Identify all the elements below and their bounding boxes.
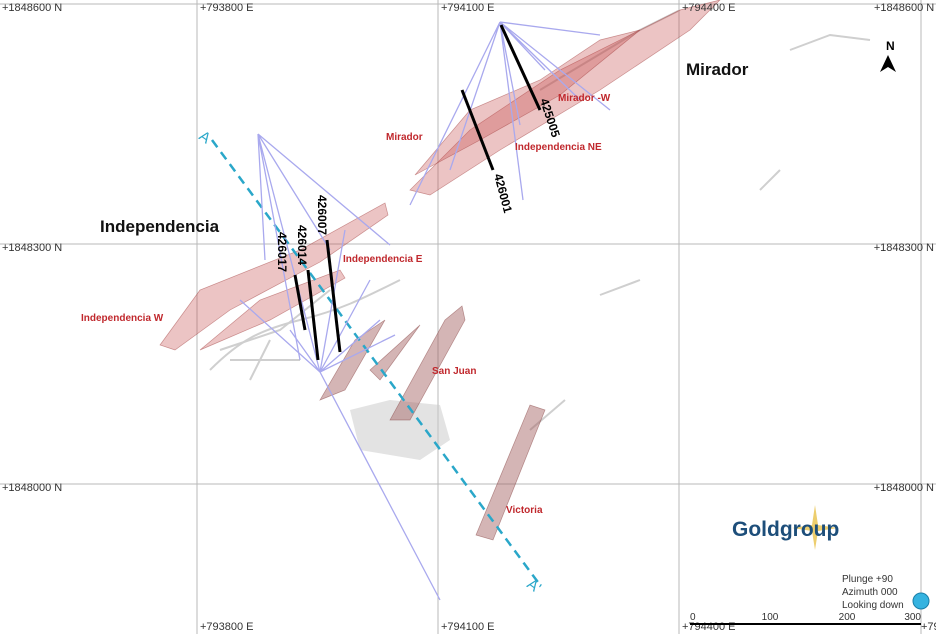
drillhole-label: 426007 [315, 195, 329, 235]
logo: Goldgroup [732, 518, 839, 541]
grid-label: +793800 E [200, 2, 254, 14]
zone-label: Independencia NE [515, 142, 602, 153]
zone-label: Victoria [506, 505, 543, 516]
zone-label: Mirador [386, 132, 423, 143]
drillhole-label: 426001 [491, 172, 515, 215]
view-info: Azimuth 000 [842, 587, 898, 598]
grid-label: +79 [921, 621, 936, 633]
view-info: Looking down [842, 600, 904, 611]
north-arrow [880, 55, 896, 72]
grid-label: +794100 E [441, 621, 495, 633]
grid-label: +794100 E [441, 2, 495, 14]
drillhole-label: 426017 [275, 232, 289, 272]
grid-label: +1848000 N [874, 482, 934, 494]
grid-label: +1848300 N [2, 242, 62, 254]
scale-label: 300 [904, 612, 921, 623]
scale-label: 200 [839, 612, 856, 623]
grid-label: +1848300 N [874, 242, 934, 254]
grid-label: +794400 E [682, 2, 736, 14]
ore-bodies [159, 0, 721, 541]
grid-label: +1848600 N [874, 2, 934, 14]
zone-label: Independencia W [81, 313, 164, 324]
north-label: N [886, 39, 895, 53]
grid-label: +1848600 N [2, 2, 62, 14]
section-line [210, 139, 542, 586]
area-label: Mirador [686, 60, 749, 79]
logo-star [792, 505, 838, 550]
workings [209, 9, 871, 460]
grid-label: +1848000 N [2, 482, 62, 494]
view-info: Plunge +90 [842, 574, 893, 585]
section-label: A [196, 128, 214, 148]
zone-label: Independencia E [343, 254, 423, 265]
drillhole-label: 426014 [295, 225, 309, 265]
section-label: A' [524, 576, 544, 597]
drill-holes [293, 24, 542, 361]
grid-label: +793800 E [200, 621, 254, 633]
view-globe [912, 592, 930, 610]
zone-label: San Juan [432, 366, 476, 377]
area-label: Independencia [100, 217, 220, 236]
drill-fans [239, 21, 611, 601]
zone-label: Mirador -W [558, 93, 611, 104]
scale-label: 100 [762, 612, 779, 623]
scale-label: 0 [690, 612, 696, 623]
